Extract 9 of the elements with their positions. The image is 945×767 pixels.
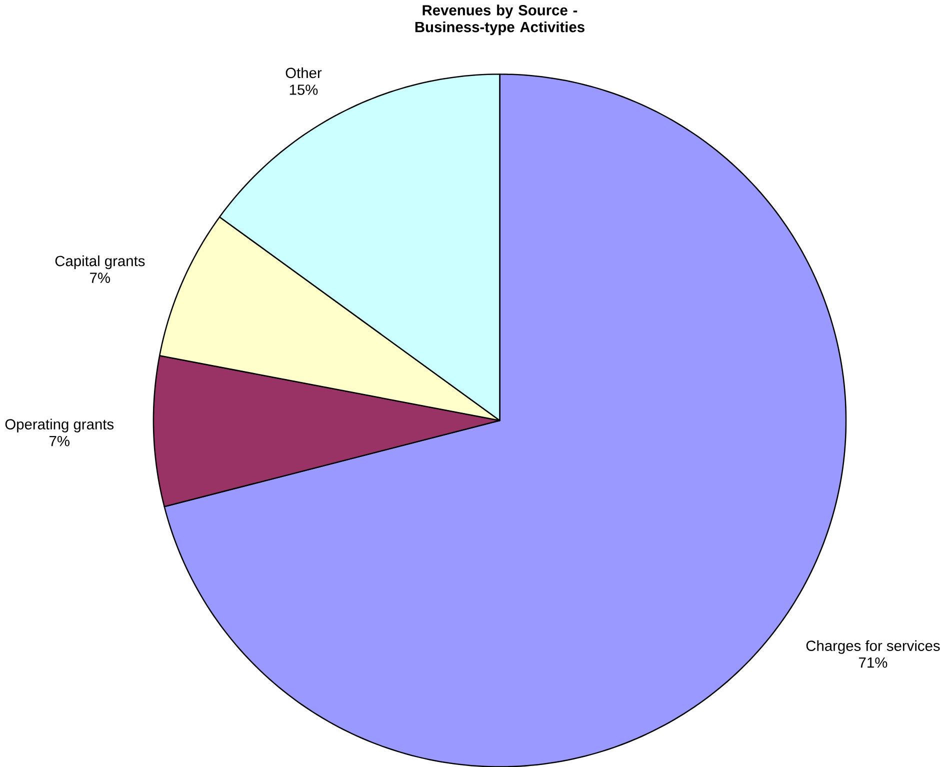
slice-label: Capital grants	[55, 255, 145, 269]
data-label: 7%	[50, 436, 70, 446]
chart-title: Revenues by Source - Business-type Activities	[415, 4, 584, 35]
data-label: 71%	[859, 657, 888, 668]
data-label: 7%	[90, 272, 110, 283]
slice-label: Other	[286, 67, 322, 78]
slice-label: Charges for services	[806, 640, 940, 654]
slice-label: Operating grants	[5, 418, 114, 432]
data-label: 15%	[290, 84, 318, 95]
